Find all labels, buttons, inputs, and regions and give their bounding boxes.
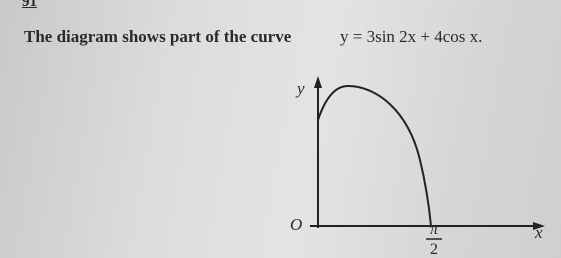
curve [317,84,432,227]
tick-denominator: 2 [430,241,438,258]
x-arrow [533,222,545,230]
equation: y = 3sin 2x + 4cos x. [340,27,483,46]
y-arrow [314,76,322,88]
question-text: The diagram shows part of the curve [24,27,292,46]
question-number: 91 [22,0,37,10]
x-label: x [534,223,543,242]
origin-label: O [290,215,302,234]
tick-numerator: π [430,221,439,238]
y-label: y [295,79,305,98]
